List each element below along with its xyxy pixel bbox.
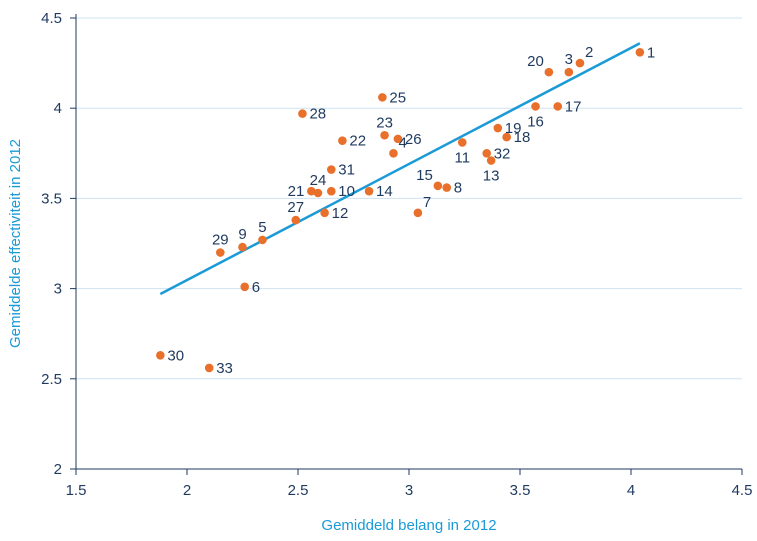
data-point-5: [258, 235, 267, 245]
point-label-21: 21: [288, 183, 305, 200]
point-label-24: 24: [310, 172, 327, 189]
data-point-25: [378, 93, 387, 102]
point-label-26: 26: [405, 131, 422, 148]
data-point-10: [327, 186, 336, 196]
x-tick-label: 2.5: [288, 482, 309, 499]
data-point-29: [216, 248, 225, 257]
data-point-13: [486, 156, 496, 165]
data-point-19: [493, 123, 503, 133]
point-label-33: 33: [216, 360, 233, 377]
point-label-31: 31: [338, 162, 355, 179]
point-label-8: 8: [454, 180, 462, 197]
point-label-19: 19: [505, 120, 522, 137]
data-point-21: [307, 186, 316, 196]
point-label-6: 6: [252, 279, 260, 296]
point-label-28: 28: [309, 106, 326, 123]
y-tick-label: 2.5: [41, 371, 62, 388]
data-point-1: [635, 47, 645, 57]
point-label-23: 23: [376, 114, 393, 131]
data-point-14: [364, 186, 374, 196]
data-point-33: [204, 363, 214, 373]
point-label-27: 27: [287, 199, 304, 216]
x-tick-label: 2: [183, 482, 191, 499]
data-point-26: [393, 134, 403, 144]
point-label-16: 16: [527, 113, 544, 130]
x-tick-label: 3.5: [510, 482, 531, 499]
data-point-16: [531, 102, 540, 111]
point-label-1: 1: [647, 44, 655, 61]
point-labels: 1234567891011121314151617181920212223242…: [167, 44, 655, 377]
point-label-22: 22: [349, 133, 366, 150]
data-point-30: [156, 351, 165, 360]
data-point-24: [313, 188, 323, 198]
data-point-27: [291, 215, 301, 225]
point-label-2: 2: [585, 44, 593, 61]
data-point-2: [575, 58, 585, 68]
x-tick-label: 3: [405, 482, 413, 499]
y-tick-label: 4.5: [41, 10, 62, 27]
point-label-3: 3: [565, 51, 573, 68]
data-point-15: [433, 181, 443, 191]
data-point-6: [240, 282, 250, 292]
x-tick-label: 1.5: [66, 482, 87, 499]
data-point-9: [238, 242, 247, 252]
x-axis-title: Gemiddeld belang in 2012: [321, 517, 496, 534]
y-tick-label: 2: [54, 461, 62, 478]
point-label-15: 15: [416, 167, 433, 184]
axes: [75, 14, 742, 470]
data-point-8: [442, 183, 452, 192]
point-label-11: 11: [454, 149, 470, 166]
data-points: [156, 47, 645, 373]
trendline-group: [159, 42, 641, 296]
y-tick-label: 4: [54, 100, 62, 117]
point-label-5: 5: [258, 219, 266, 236]
data-point-18: [502, 132, 511, 142]
data-point-12: [320, 208, 329, 218]
x-tick-label: 4: [627, 482, 635, 499]
gridlines: [76, 17, 742, 380]
data-point-3: [564, 67, 574, 77]
data-point-11: [457, 138, 467, 147]
y-tick-label: 3: [54, 281, 62, 298]
data-point-32: [482, 149, 492, 158]
x-tick-label: 4.5: [732, 482, 753, 499]
point-label-12: 12: [332, 205, 349, 222]
data-point-31: [327, 165, 336, 174]
point-label-29: 29: [212, 232, 229, 249]
point-label-18: 18: [514, 129, 531, 146]
data-point-4: [389, 149, 398, 158]
data-point-7: [413, 208, 423, 218]
point-label-17: 17: [565, 98, 582, 115]
trendline: [159, 42, 641, 296]
point-label-9: 9: [238, 226, 246, 243]
point-label-13: 13: [483, 168, 500, 185]
point-label-7: 7: [423, 194, 431, 211]
point-label-30: 30: [167, 347, 184, 364]
point-label-14: 14: [376, 183, 393, 200]
data-point-20: [544, 67, 554, 77]
data-point-23: [380, 130, 389, 140]
data-point-28: [298, 109, 307, 118]
x-tick-labels: 1.5 2 2.5 3 3.5 4 4.5: [66, 469, 753, 499]
point-label-25: 25: [389, 89, 406, 106]
data-point-17: [553, 102, 563, 111]
y-tick-labels: 2 2.5 3 3.5 4 4.5: [41, 10, 76, 478]
data-point-22: [338, 136, 347, 145]
point-label-4: 4: [398, 134, 406, 151]
point-label-32: 32: [494, 145, 511, 162]
point-label-10: 10: [338, 183, 355, 200]
point-label-20: 20: [527, 53, 544, 70]
y-axis-title: Gemiddelde effectiviteit in 2012: [7, 139, 24, 348]
y-tick-label: 3.5: [41, 190, 62, 207]
